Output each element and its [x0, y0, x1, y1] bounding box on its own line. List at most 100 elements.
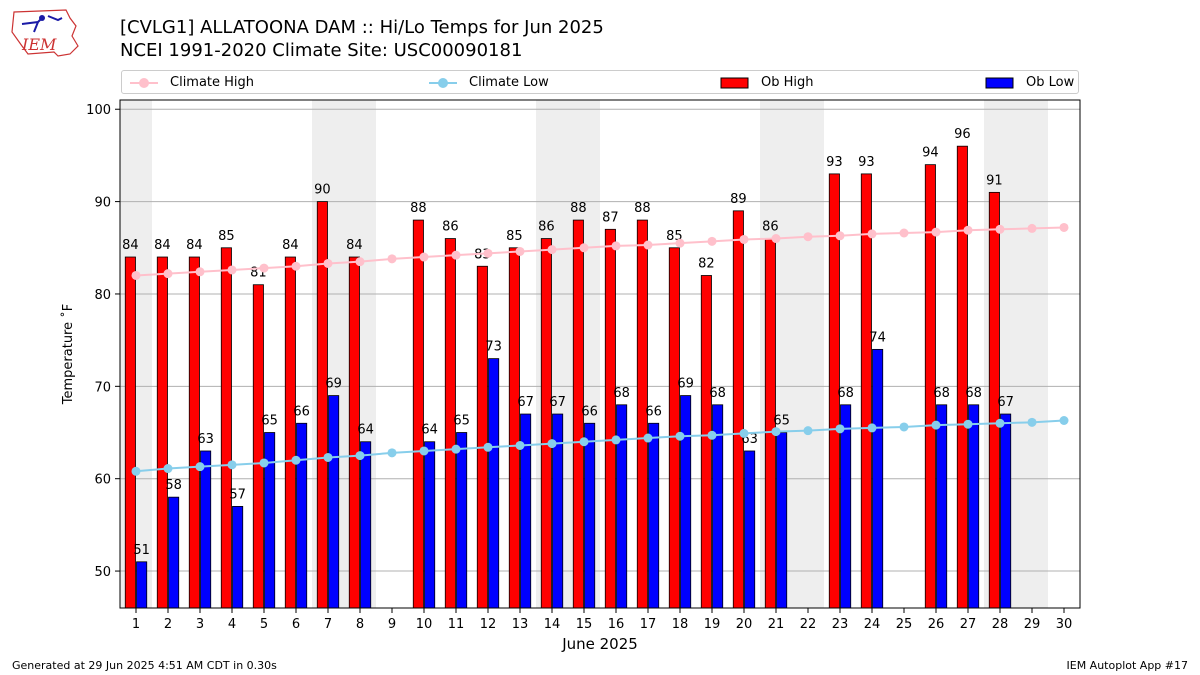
ob-low-bar-day-17: [648, 422, 660, 609]
climate-high-point-day-11: [451, 250, 461, 260]
climate-low-point-day-24: [867, 423, 877, 433]
x-tick-label-2: 2: [164, 617, 172, 632]
legend-label-climate-low: Climate Low: [469, 75, 549, 90]
x-tick-label-19: 19: [704, 617, 721, 632]
climate-high-point-day-21: [771, 234, 781, 244]
ob-high-label-day-19: 82: [698, 256, 715, 271]
ob-high-bar-day-2: [156, 256, 168, 609]
ob-high-label-day-24: 93: [858, 155, 875, 170]
weekend-shade-day-7: [312, 100, 344, 608]
x-tick-label-8: 8: [356, 617, 364, 632]
ob-low-label-day-1: 51: [133, 543, 150, 558]
weekend-shade-day-14: [536, 100, 568, 608]
climate-low-point-day-3: [195, 462, 205, 472]
ob-low-label-day-5: 65: [261, 414, 278, 429]
climate-low-point-day-7: [323, 452, 333, 462]
x-tick-label-29: 29: [1024, 617, 1041, 632]
ob-low-label-day-23: 68: [837, 386, 854, 401]
climate-low-point-day-25: [899, 422, 909, 432]
ob-low-bar-day-26: [936, 404, 948, 609]
climate-low-point-day-12: [483, 442, 493, 452]
ob-high-label-day-14: 86: [538, 220, 555, 235]
climate-high-point-day-13: [515, 246, 525, 256]
y-axis-label: Temperature ˚F: [60, 304, 76, 405]
x-tick-label-22: 22: [800, 617, 817, 632]
legend-label-climate-high: Climate High: [170, 75, 255, 90]
climate-low-point-day-16: [611, 435, 621, 445]
climate-high-point-day-28: [995, 224, 1005, 234]
climate-low-point-day-1: [131, 466, 141, 476]
ob-high-bar-day-24: [860, 173, 872, 609]
ob-high-label-day-23: 93: [826, 155, 843, 170]
iem-logo: IEM: [11, 9, 79, 57]
ob-low-label-day-4: 57: [229, 487, 246, 502]
ob-high-label-day-27: 96: [954, 127, 971, 142]
weekend-shade-day-21: [760, 100, 792, 608]
chart-subtitle: NCEI 1991-2020 Climate Site: USC00090181: [120, 40, 523, 61]
ob-low-bar-day-20: [744, 450, 756, 609]
x-tick-label-15: 15: [576, 617, 593, 632]
ob-low-label-day-11: 65: [453, 414, 470, 429]
climate-high-point-day-2: [163, 269, 173, 279]
ob-high-label-day-15: 88: [570, 201, 587, 216]
x-tick-label-14: 14: [544, 617, 561, 632]
ob-low-label-day-19: 68: [709, 386, 726, 401]
ob-high-label-day-7: 90: [314, 183, 331, 198]
y-tick-label-80: 80: [94, 288, 111, 303]
climate-high-point-day-29: [1027, 223, 1037, 233]
app-credit: IEM Autoplot App #17: [1066, 659, 1189, 672]
ob-high-label-day-26: 94: [922, 146, 939, 161]
ob-high-label-day-8: 84: [346, 238, 363, 253]
ob-low-legend-marker: [985, 77, 1014, 89]
ob-low-label-day-13: 67: [517, 395, 534, 410]
y-tick-label-100: 100: [86, 103, 111, 118]
ob-high-label-day-20: 89: [730, 192, 747, 207]
ob-low-label-day-24: 74: [869, 330, 886, 345]
legend-label-ob-low: Ob Low: [1026, 75, 1075, 90]
y-tick-label-70: 70: [94, 380, 111, 395]
ob-low-bar-day-21: [776, 432, 788, 609]
ob-high-bar-day-18: [668, 247, 680, 609]
climate-low-point-day-26: [931, 420, 941, 430]
weekend-shade-day-8: [344, 100, 376, 608]
climate-high-point-day-24: [867, 229, 877, 239]
ob-low-bar-day-28: [1000, 413, 1012, 609]
climate-high-point-day-16: [611, 241, 621, 251]
climate-low-point-day-22: [803, 426, 813, 436]
climate-low-point-day-9: [387, 448, 397, 458]
x-tick-label-24: 24: [864, 617, 881, 632]
climate-low-point-day-17: [643, 433, 653, 443]
climate-low-point-day-19: [707, 430, 717, 440]
ob-low-bar-day-6: [296, 422, 308, 609]
climate-high-line: [135, 226, 1065, 277]
x-tick-label-25: 25: [896, 617, 913, 632]
ob-high-bar-day-12: [476, 265, 488, 609]
ob-low-bar-day-7: [328, 395, 340, 609]
climate-high-point-day-22: [803, 232, 813, 242]
climate-high-point-day-8: [355, 257, 365, 267]
ob-low-label-day-2: 58: [165, 478, 182, 493]
climate-low-point-day-2: [163, 464, 173, 474]
ob-high-label-day-13: 85: [506, 229, 523, 244]
climate-high-point-day-14: [547, 245, 557, 255]
x-tick-label-18: 18: [672, 617, 689, 632]
climate-high-point-day-4: [227, 265, 237, 275]
climate-low-point-day-18: [675, 431, 685, 441]
ob-high-bar-day-13: [508, 247, 520, 609]
x-tick-label-4: 4: [228, 617, 236, 632]
ob-low-label-day-17: 66: [645, 404, 662, 419]
climate-high-point-day-9: [387, 254, 397, 264]
ob-low-bar-day-8: [360, 441, 372, 609]
x-axis-label: June 2025: [561, 635, 638, 653]
x-tick-label-21: 21: [768, 617, 785, 632]
ob-low-label-day-8: 64: [357, 423, 374, 438]
ob-low-bar-day-15: [584, 422, 596, 609]
ob-high-label-day-10: 88: [410, 201, 427, 216]
climate-high-point-day-1: [131, 270, 141, 280]
x-tick-label-12: 12: [480, 617, 497, 632]
ob-low-label-day-27: 68: [965, 386, 982, 401]
climate-low-point-day-11: [451, 444, 461, 454]
climate-high-point-day-6: [291, 261, 301, 271]
x-tick-label-13: 13: [512, 617, 529, 632]
